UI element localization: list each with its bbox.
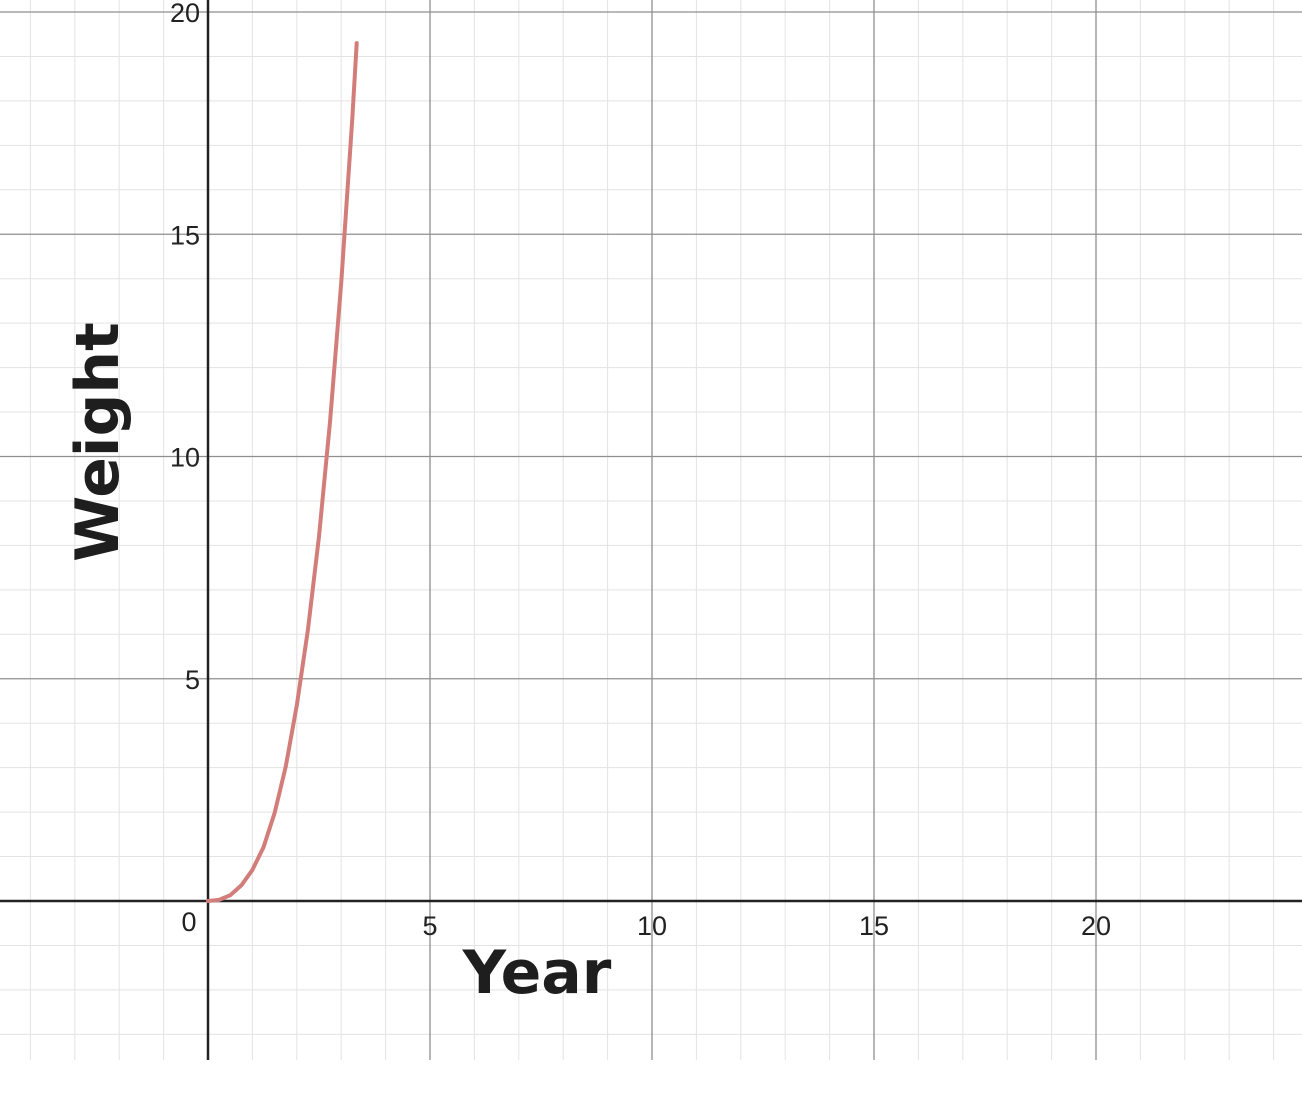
major-grid (0, 0, 1302, 1060)
series-line-0 (206, 41, 359, 903)
tick-labels: 0 5 10 15 20 5 10 15 20 (170, 0, 1111, 941)
y-tick-label: 15 (170, 220, 200, 250)
x-axis-title: Year (462, 938, 612, 1008)
y-tick-label: 10 (170, 443, 200, 473)
y-axis-title: Weight (63, 322, 133, 562)
x-tick-label: 5 (422, 911, 437, 941)
x-tick-label: 15 (859, 911, 889, 941)
series-layer (206, 41, 359, 903)
minor-grid (0, 0, 1302, 1060)
y-tick-label: 5 (185, 665, 200, 695)
x-tick-label: 20 (1081, 911, 1111, 941)
plot-background (0, 0, 1302, 1060)
x-tick-label: 10 (637, 911, 667, 941)
x-tick-label: 0 (181, 907, 196, 937)
y-tick-label: 20 (170, 0, 200, 28)
